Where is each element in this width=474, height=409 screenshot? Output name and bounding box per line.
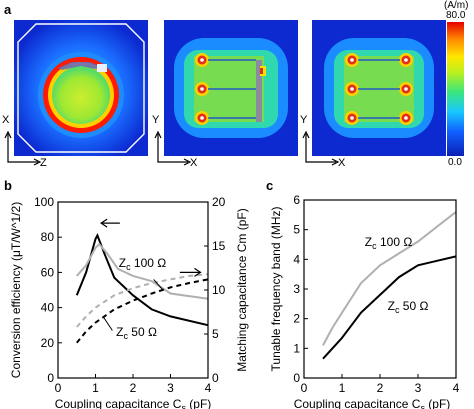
chart-b-ytick-right-label: 5: [212, 327, 219, 341]
field-map-yx-2: [312, 20, 446, 156]
map2-vertical-axis-label: Y: [152, 114, 160, 126]
chart-c-xlabel: Coupling capacitance Cs (pF): [294, 397, 451, 409]
panel-c-letter: c: [266, 178, 274, 193]
chart-b-ytick-left-label: 60: [41, 265, 55, 279]
chart-c-ytick-label: 2: [293, 312, 300, 326]
colorbar: [447, 22, 464, 156]
chart-c-frame: [303, 199, 457, 379]
chart-b-series-0: [75, 232, 209, 327]
chart-c-ytick-label: 1: [293, 341, 300, 355]
chart-b-leader-zc100: [153, 279, 164, 291]
chart-b-xtick-label: 1: [92, 381, 99, 395]
chart-c-ytick-label: 4: [293, 252, 300, 266]
map2-horizontal-axis-label: X: [190, 157, 198, 169]
chart-b-series-3: [76, 273, 209, 328]
chart-b-xtick-label: 3: [167, 381, 174, 395]
chart-b-ytick-right-label: 0: [212, 371, 219, 385]
chart-b-leader-zc50: [102, 316, 113, 331]
chart-c-ytick-label: 3: [293, 282, 300, 296]
field-map-xz: [14, 20, 148, 156]
chart-b-ytick-left-label: 40: [41, 301, 55, 315]
chart-b-ytick-right-label: 20: [212, 195, 226, 209]
chart-c-series-1: [322, 255, 457, 360]
map1-axis-arrows: [4, 130, 42, 166]
chart-c-xtick-label: 3: [415, 381, 422, 395]
map1-vertical-axis-label: X: [2, 114, 10, 126]
chart-b-ylabel-right: Matching capacitance Cm (pF): [235, 208, 249, 371]
chart-b-ytick-left-label: 80: [41, 230, 55, 244]
map2-axis-arrows: [154, 130, 192, 166]
chart-c-ytick-label: 0: [293, 371, 300, 385]
chart-b-xlabel: Coupling capacitance Cs (pF): [55, 397, 212, 409]
map3-horizontal-axis-label: X: [338, 157, 346, 169]
chart-c-annotation-zc100: Zc 100 Ω: [365, 235, 413, 251]
chart-c-ylabel: Tunable frequency band (MHz): [269, 207, 283, 372]
chart-b-ytick-left-label: 20: [41, 336, 55, 350]
chart-c-xtick-label: 2: [377, 381, 384, 395]
chart-b-ytick-right-label: 10: [212, 283, 226, 297]
chart-b-annotation-zc100: Zc 100 Ω: [119, 256, 167, 272]
chart-b-frame: [57, 201, 209, 379]
chart-b-ytick-left-label: 100: [34, 195, 54, 209]
chart-b-xtick-label: 0: [55, 381, 62, 395]
chart-b-series-1: [76, 242, 209, 300]
colorbar-max-label: 80.0: [446, 10, 466, 21]
chart-c-series-0: [322, 211, 457, 346]
chart-b-series-2: [76, 278, 209, 344]
chart-c-xtick-label: 1: [339, 381, 346, 395]
chart-c-ytick-label: 5: [293, 223, 300, 237]
chart-c-annotation-zc50: Zc 50 Ω: [388, 299, 429, 315]
chart-b-xtick-label: 2: [130, 381, 137, 395]
chart-b-annotation-zc50: Zc 50 Ω: [116, 325, 157, 341]
field-map-yx-1: [164, 20, 298, 156]
chart-b-ytick-right-label: 15: [212, 239, 226, 253]
chart-c-xtick-label: 0: [301, 381, 308, 395]
panel-b-letter: b: [4, 178, 12, 193]
chart-b-xtick-label: 4: [205, 381, 212, 395]
chart-c: 0 1 2 3 4 0 1 2 3 4 5 6 Coupling capacitance Cs (pF)…: [269, 193, 460, 409]
map3-vertical-axis-label: Y: [300, 114, 308, 126]
map1-horizontal-axis-label: Z: [40, 157, 47, 169]
chart-c-xtick-label: 4: [453, 381, 460, 395]
colorbar-min-label: 0.0: [448, 157, 462, 168]
panel-a-letter: a: [4, 2, 12, 17]
chart-b-arrowhead-right: [194, 267, 202, 277]
chart-c-ytick-label: 6: [293, 193, 300, 207]
map3-axis-arrows: [302, 130, 340, 166]
chart-b-arrowhead-left: [100, 218, 108, 228]
chart-b-ytick-left-label: 0: [47, 371, 54, 385]
colorbar-unit: (A/m): [444, 0, 469, 11]
chart-b-ylabel-left: Conversion efficiency (μT/W^1/2): [9, 202, 23, 378]
